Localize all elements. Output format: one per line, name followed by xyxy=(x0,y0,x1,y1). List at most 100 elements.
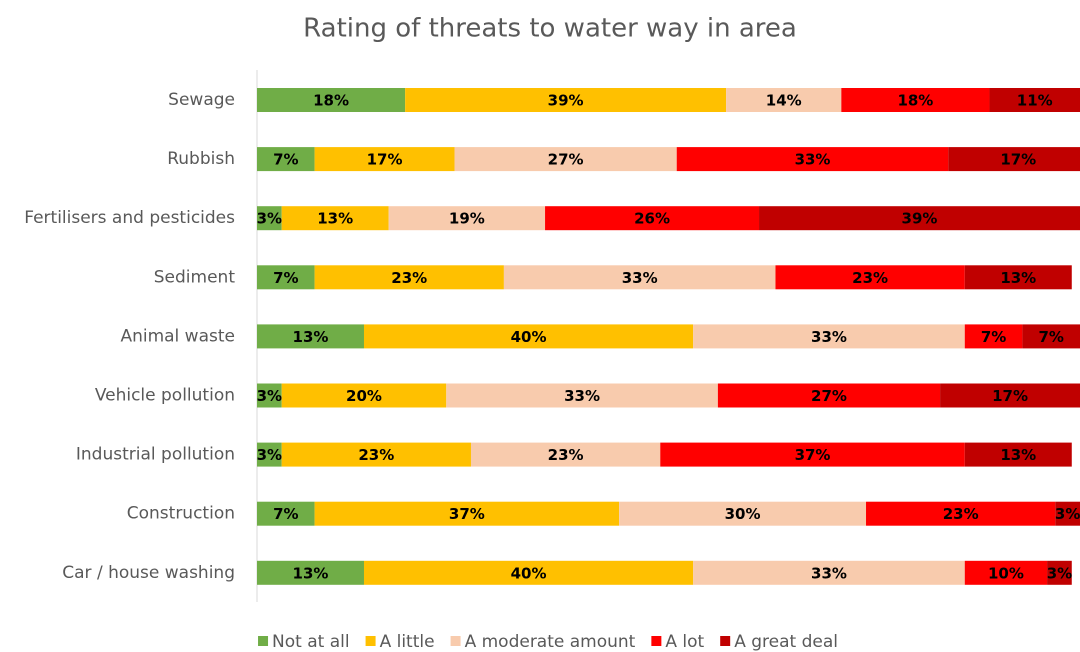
value-label: 10% xyxy=(988,564,1024,582)
value-label: 39% xyxy=(902,210,938,228)
value-label: 20% xyxy=(346,387,382,405)
bar-segment xyxy=(281,383,447,408)
bar-segment xyxy=(454,147,677,172)
legend-swatch xyxy=(258,636,269,646)
bar-segment xyxy=(281,442,471,467)
value-label: 23% xyxy=(358,446,394,464)
legend-label: A little xyxy=(380,632,435,652)
value-label: 39% xyxy=(548,92,584,110)
value-label: 3% xyxy=(257,387,282,405)
category-label: Animal waste xyxy=(120,326,235,346)
category-label: Industrial pollution xyxy=(76,445,235,465)
bar-segment xyxy=(257,560,364,585)
bar-segment xyxy=(660,442,965,467)
bar-segment xyxy=(446,383,718,408)
bar-segment xyxy=(314,501,620,526)
value-label: 18% xyxy=(897,92,933,110)
value-label: 14% xyxy=(766,92,802,110)
category-label: Fertilisers and pesticides xyxy=(24,208,235,228)
value-label: 19% xyxy=(449,210,485,228)
value-label: 7% xyxy=(273,269,298,287)
value-label: 26% xyxy=(634,210,670,228)
bar-segment xyxy=(964,560,1048,585)
value-label: 7% xyxy=(981,328,1006,346)
bar-segment xyxy=(314,147,455,172)
bar-segment xyxy=(363,324,694,349)
bar-segment xyxy=(470,442,661,467)
legend-swatch xyxy=(651,636,662,646)
legend-swatch xyxy=(720,636,731,646)
value-label: 23% xyxy=(943,505,979,523)
value-label: 33% xyxy=(811,328,847,346)
bar-segment xyxy=(866,501,1056,526)
value-label: 33% xyxy=(622,269,658,287)
bar-segment xyxy=(257,324,364,349)
value-label: 27% xyxy=(811,387,847,405)
bar-segment xyxy=(940,383,1080,408)
bar-segment xyxy=(1022,324,1080,349)
legend-label: A lot xyxy=(665,632,704,652)
bar-segment xyxy=(314,265,504,290)
value-label: 13% xyxy=(317,210,353,228)
value-label: 30% xyxy=(725,505,761,523)
bar-segment xyxy=(257,265,315,290)
value-label: 33% xyxy=(564,387,600,405)
bar-segment xyxy=(388,206,546,231)
bar-segment xyxy=(841,88,990,112)
value-label: 17% xyxy=(992,387,1028,405)
category-label: Car / house washing xyxy=(62,563,235,583)
bar-segment xyxy=(726,88,842,112)
value-label: 13% xyxy=(293,328,329,346)
category-label: Vehicle pollution xyxy=(95,386,235,406)
bar-segment xyxy=(257,147,315,172)
category-label: Sediment xyxy=(154,267,236,287)
legend-swatch xyxy=(450,636,461,646)
value-label: 7% xyxy=(273,505,298,523)
value-label: 17% xyxy=(367,151,403,169)
bar-segment xyxy=(545,206,760,231)
bar-segment xyxy=(1055,501,1080,526)
bar-segment xyxy=(257,501,315,526)
value-label: 40% xyxy=(511,328,547,346)
value-label: 17% xyxy=(1000,151,1036,169)
bar-segment xyxy=(964,324,1023,349)
legend-label: A great deal xyxy=(734,632,838,652)
bar-segment xyxy=(363,560,694,585)
value-label: 18% xyxy=(313,92,349,110)
value-label: 40% xyxy=(511,564,547,582)
value-label: 13% xyxy=(293,564,329,582)
bar-segment xyxy=(693,324,965,349)
chart-title: Rating of threats to water way in area xyxy=(303,14,797,44)
value-label: 23% xyxy=(548,446,584,464)
bar-segment xyxy=(257,206,282,231)
value-label: 37% xyxy=(795,446,831,464)
bar-segment xyxy=(257,383,282,408)
bar-segment xyxy=(775,265,965,290)
value-label: 11% xyxy=(1017,92,1053,110)
legend-label: Not at all xyxy=(272,632,350,652)
category-label: Rubbish xyxy=(167,149,235,169)
category-label: Construction xyxy=(127,504,235,524)
value-label: 13% xyxy=(1000,446,1036,464)
legend-swatch xyxy=(365,636,376,646)
bar-segment xyxy=(989,88,1080,112)
bar-segment xyxy=(257,442,282,467)
value-label: 33% xyxy=(795,151,831,169)
bar-segment xyxy=(257,88,406,112)
bar-segment xyxy=(405,88,727,112)
bar-segment xyxy=(759,206,1080,231)
value-label: 7% xyxy=(273,151,298,169)
value-label: 27% xyxy=(548,151,584,169)
value-label: 33% xyxy=(811,564,847,582)
bar-segment xyxy=(619,501,867,526)
value-label: 3% xyxy=(257,210,282,228)
bar-segment xyxy=(717,383,941,408)
value-label: 23% xyxy=(391,269,427,287)
bar-segment xyxy=(1047,560,1072,585)
bar-segment xyxy=(503,265,776,290)
legend-label: A moderate amount xyxy=(465,632,636,652)
bar-segment xyxy=(281,206,389,231)
value-label: 13% xyxy=(1000,269,1036,287)
